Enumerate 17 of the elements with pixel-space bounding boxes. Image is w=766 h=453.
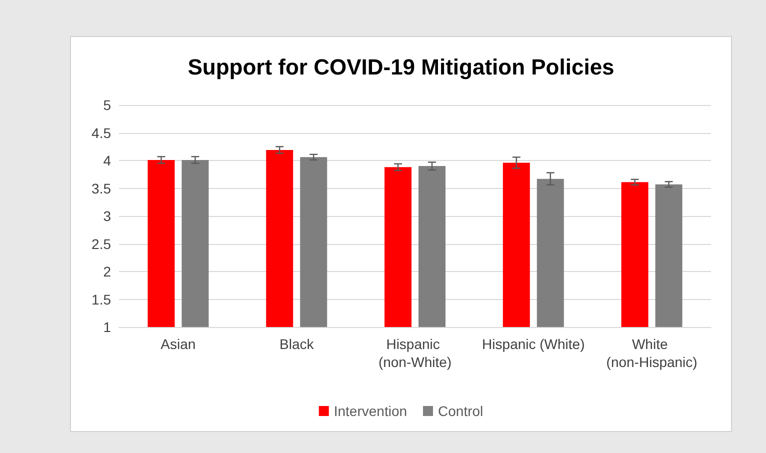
chart-title: Support for COVID-19 Mitigation Policies [188,54,614,80]
y-tick-label: 4.5 [92,124,112,141]
legend-label: Control [438,403,484,419]
y-tick-label: 2 [103,264,112,280]
x-tick-label: Hispanic (non-White) [378,336,452,370]
y-tick-label: 3 [103,208,112,224]
x-tick-label: Asian [160,336,196,352]
y-tick-label: 4 [103,152,112,168]
y-tick-label: 2.5 [92,236,112,252]
y-tick-label: 5 [103,97,112,113]
y-tick-label: 1.5 [92,291,112,308]
y-tick-label: 1 [103,319,112,335]
y-tick-label: 3.5 [92,180,112,196]
x-tick-label: Hispanic (White) [482,336,585,352]
x-tick-label: Black [279,336,315,352]
x-tick-label: White (non-Hispanic) [606,336,698,370]
legend-label: Intervention [334,403,408,419]
